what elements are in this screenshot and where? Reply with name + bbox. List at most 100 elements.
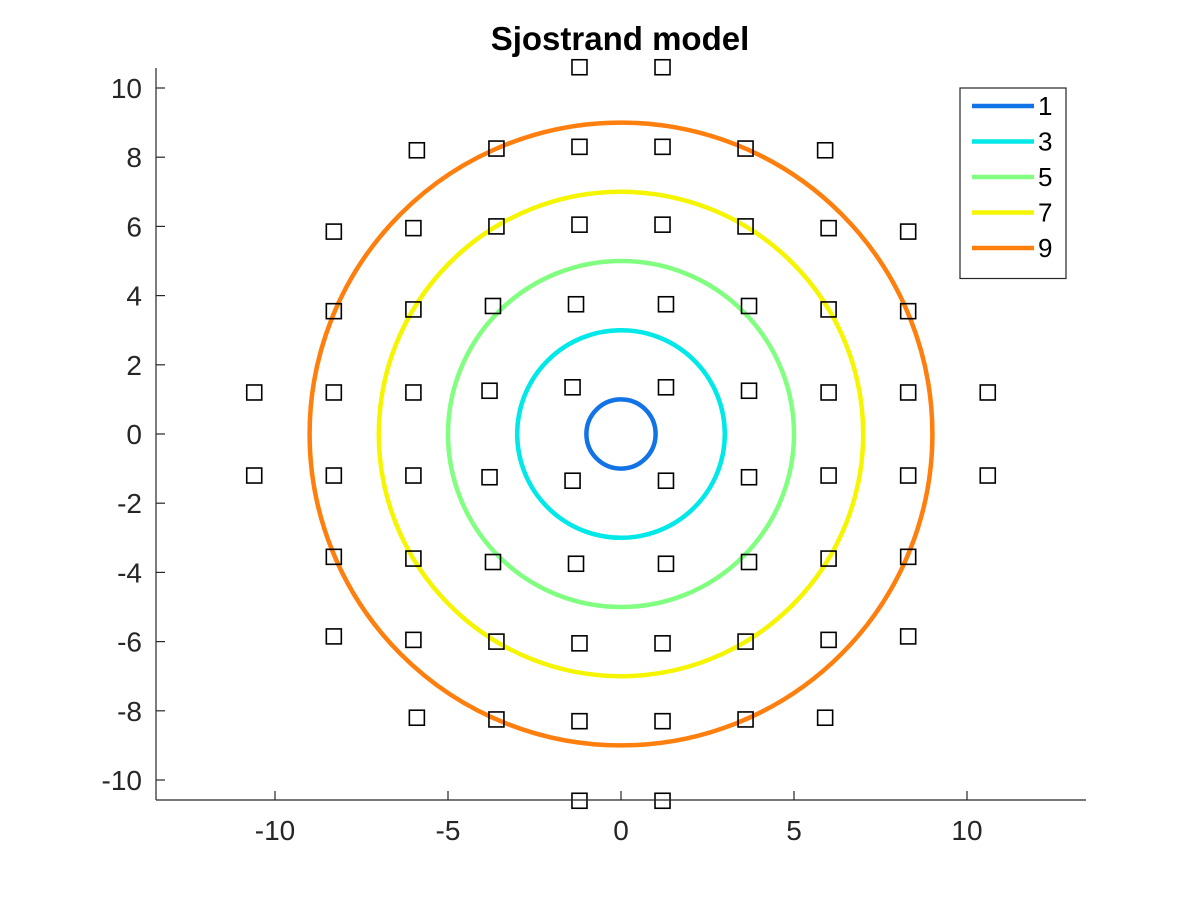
data-point-square (979, 467, 997, 484)
y-tick-label: -2 (117, 488, 142, 519)
data-point-square (405, 301, 422, 318)
data-point-square (654, 712, 671, 730)
x-tick-label: -5 (436, 815, 461, 846)
data-point-square (820, 384, 837, 401)
circle-series-5 (445, 258, 797, 610)
data-point-square (820, 301, 837, 318)
circle-series-layer (307, 120, 935, 748)
y-tick-label: -4 (117, 557, 142, 588)
marker-layer (245, 58, 997, 810)
data-point-square (571, 712, 588, 730)
data-point-square (571, 792, 588, 810)
data-point-square (488, 711, 505, 728)
data-point-square (740, 297, 758, 315)
data-point-square (325, 223, 343, 240)
data-point-square (737, 218, 754, 235)
data-point-square (816, 141, 834, 159)
data-point-square (564, 472, 581, 490)
data-point-square (654, 792, 671, 810)
data-point-square (405, 384, 422, 401)
y-tick-label: -10 (102, 765, 142, 796)
data-point-square (564, 378, 581, 396)
data-point-square (325, 548, 343, 566)
circle-series-7 (376, 189, 866, 679)
data-point-square (488, 140, 505, 157)
data-point-square (657, 378, 675, 396)
data-point-square (405, 550, 422, 567)
data-point-square (245, 467, 263, 484)
axes: -10 -5 0 5 10 -10 -8 -6 -4 -2 0 2 4 6 8 10 (102, 68, 1086, 846)
data-point-square (245, 384, 263, 401)
data-point-square (657, 295, 675, 313)
y-tick-label: 2 (126, 350, 142, 381)
x-tick-label: 10 (951, 815, 982, 846)
data-point-square (571, 216, 588, 233)
x-tick-label: -10 (255, 815, 295, 846)
data-point-square (820, 219, 837, 237)
data-point-square (657, 555, 675, 573)
data-point-square (899, 302, 917, 320)
data-point-square (737, 711, 754, 728)
data-point-square (481, 468, 498, 486)
legend-label-9: 9 (1038, 233, 1052, 263)
legend-label-3: 3 (1038, 127, 1052, 157)
data-point-square (405, 219, 422, 237)
data-point-square (325, 384, 343, 401)
circle-series-1 (584, 397, 658, 471)
data-point-square (899, 628, 917, 645)
data-point-square (820, 631, 837, 649)
data-point-square (654, 635, 671, 652)
y-tick-label: 0 (126, 419, 142, 450)
chart-title: Sjostrand model (491, 20, 750, 57)
y-tick-label: 10 (111, 73, 142, 104)
data-point-square (405, 467, 422, 484)
data-point-square (820, 467, 837, 484)
data-point-square (657, 472, 675, 490)
legend-label-5: 5 (1038, 162, 1052, 192)
data-point-square (740, 382, 758, 400)
circle-series-9 (307, 120, 935, 748)
y-tick-label: 8 (126, 142, 142, 173)
data-point-square (816, 709, 834, 727)
data-point-square (654, 138, 671, 156)
data-point-square (654, 58, 671, 76)
y-tick-label: -8 (117, 696, 142, 727)
data-point-square (571, 635, 588, 652)
data-point-square (325, 467, 343, 484)
data-point-square (567, 555, 585, 573)
data-point-square (488, 633, 505, 650)
data-point-square (571, 138, 588, 156)
circle-series-3 (514, 327, 728, 541)
y-tick-label: 4 (126, 281, 142, 312)
data-point-square (325, 302, 343, 320)
data-point-square (899, 384, 917, 401)
data-point-square (820, 550, 837, 567)
y-tick-label: 6 (126, 211, 142, 242)
data-point-square (737, 140, 754, 157)
data-point-square (484, 297, 502, 315)
data-point-square (484, 553, 502, 571)
data-point-square (325, 628, 343, 645)
data-point-square (567, 295, 585, 313)
y-tick-label: -6 (117, 627, 142, 658)
data-point-square (899, 548, 917, 566)
data-point-square (979, 384, 997, 401)
data-point-square (408, 709, 426, 727)
data-point-square (899, 223, 917, 240)
data-point-square (654, 216, 671, 233)
data-point-square (740, 553, 758, 571)
legend-label-7: 7 (1038, 198, 1052, 228)
legend-label-1: 1 (1038, 91, 1052, 121)
data-point-square (740, 468, 758, 486)
x-tick-label: 5 (786, 815, 802, 846)
legend: 1 3 5 7 9 (959, 87, 1067, 280)
data-point-square (408, 141, 426, 159)
data-point-square (737, 633, 754, 650)
data-point-square (481, 382, 498, 400)
data-point-square (405, 631, 422, 649)
x-tick-label: 0 (613, 815, 629, 846)
data-point-square (899, 467, 917, 484)
data-point-square (488, 218, 505, 235)
data-point-square (571, 58, 588, 76)
